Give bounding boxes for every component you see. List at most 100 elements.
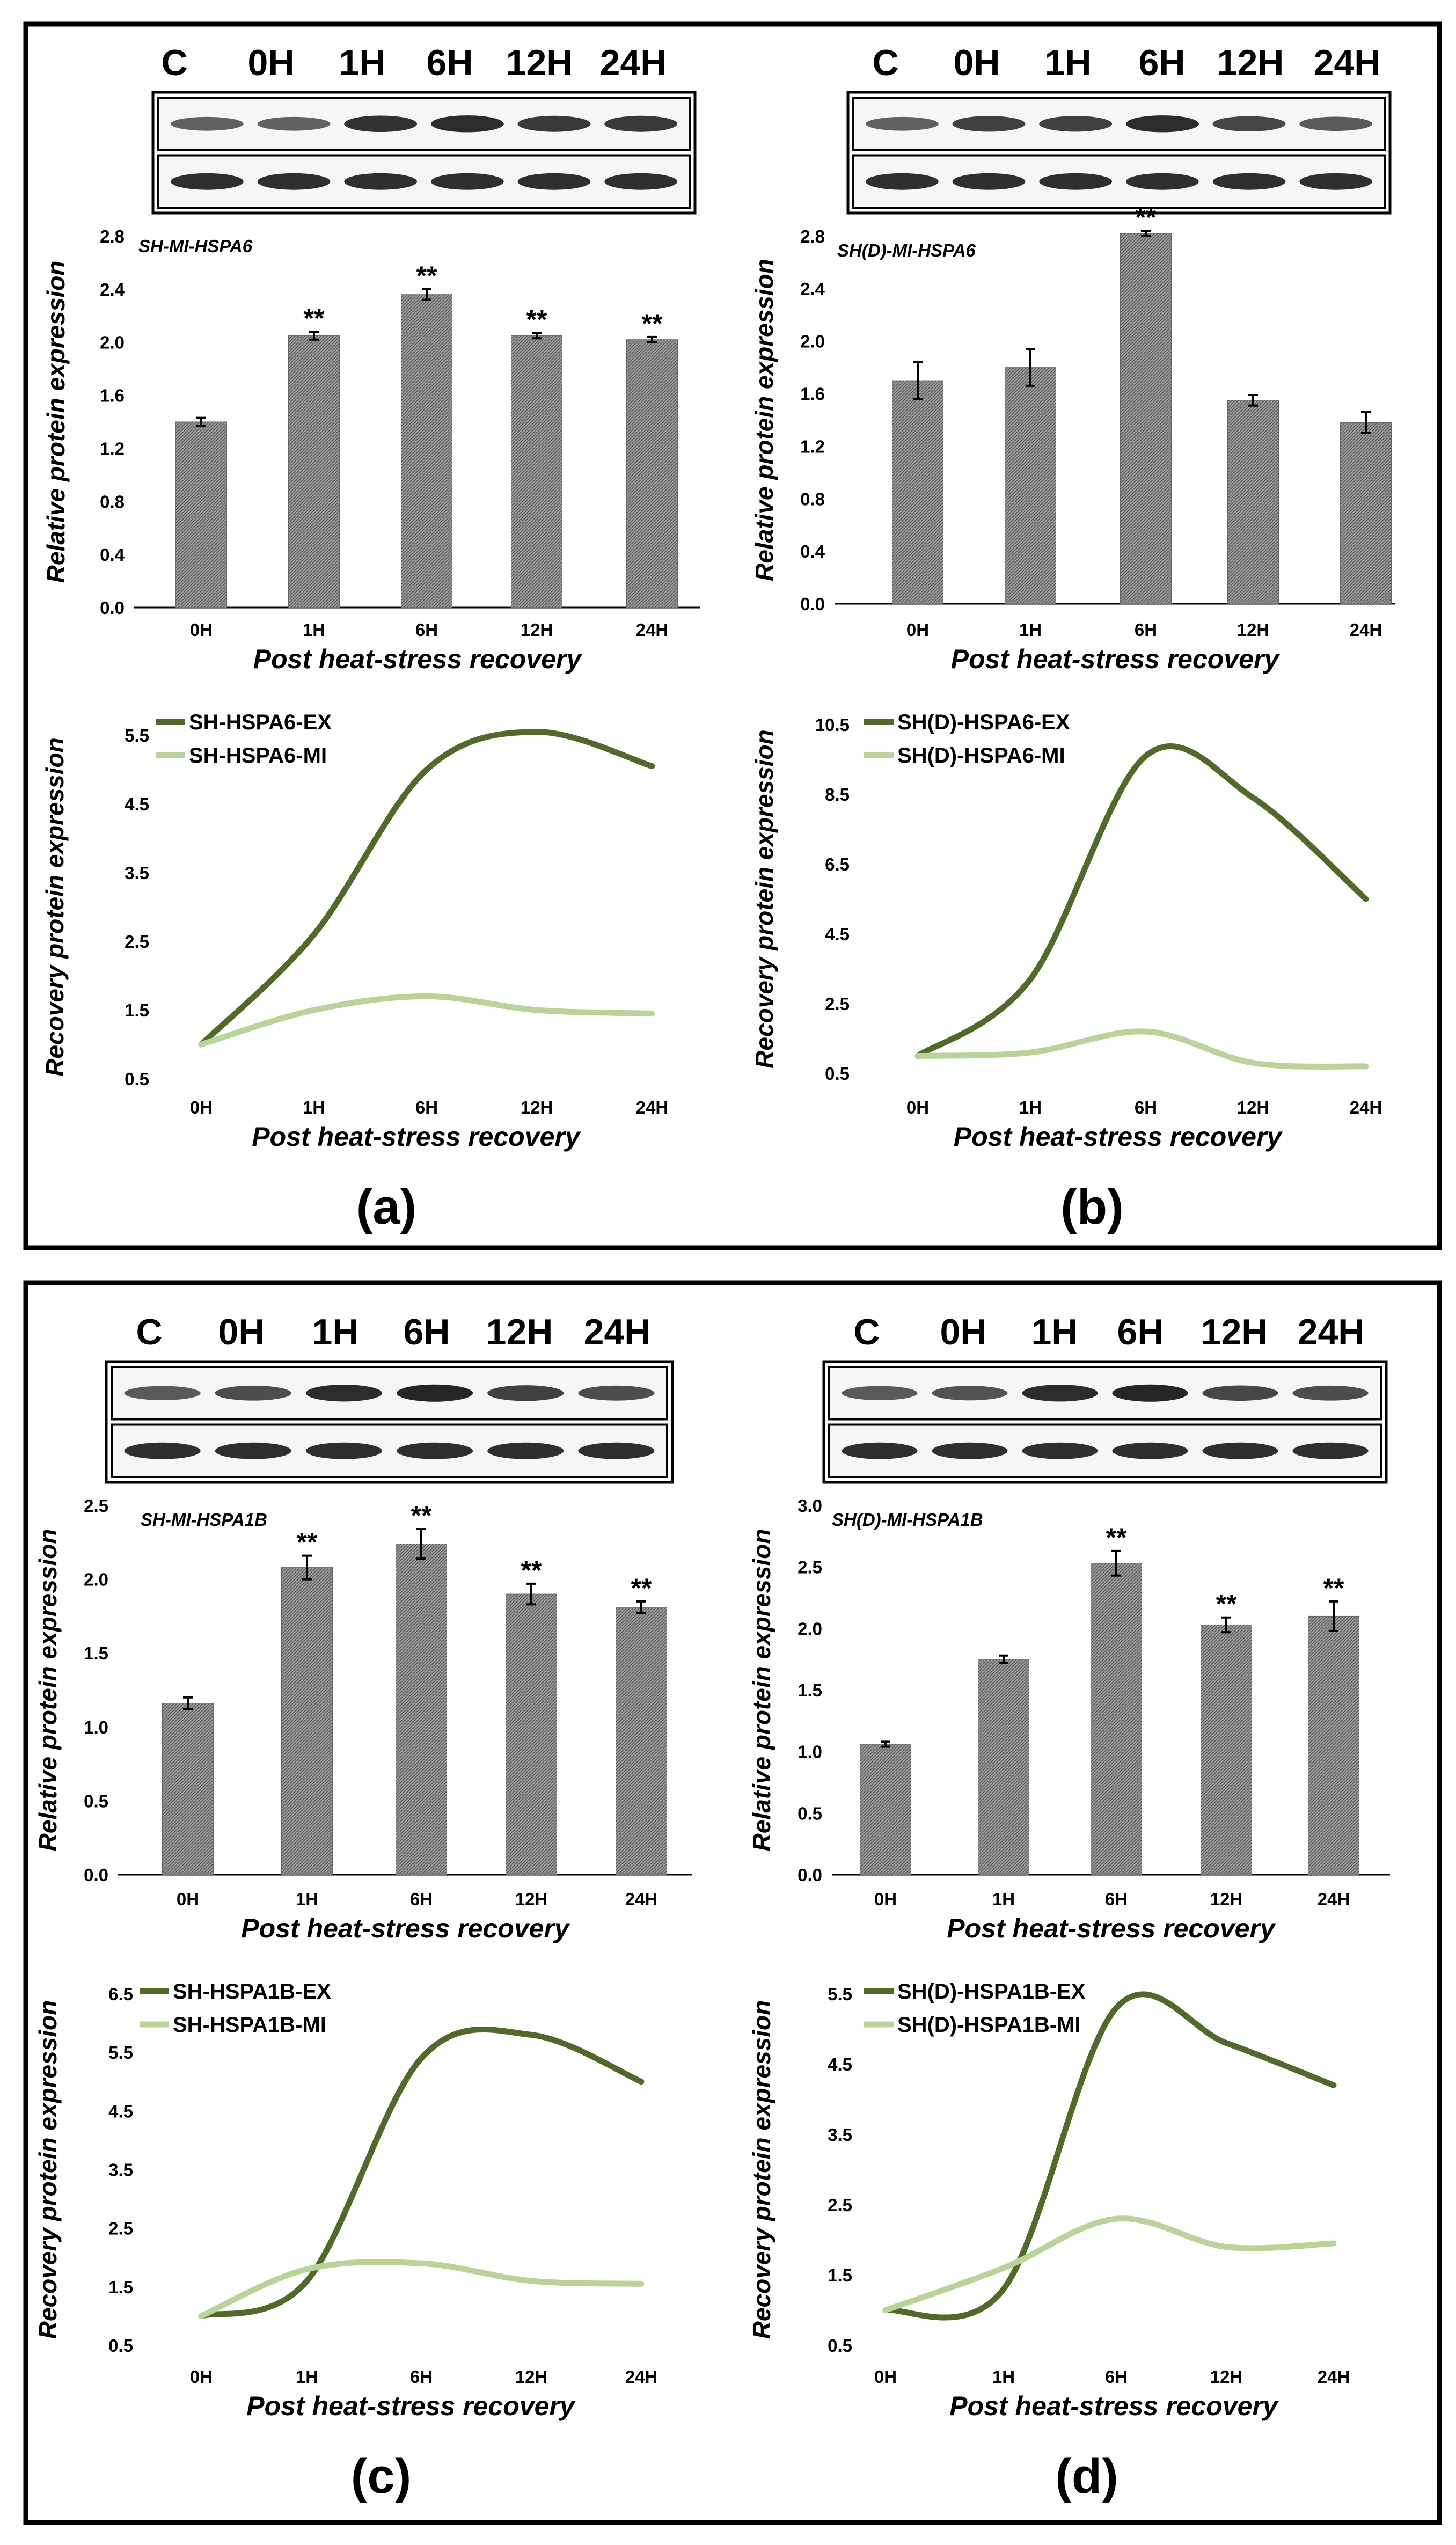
x-tick-label: 0H (190, 1098, 213, 1117)
blot-strip-1 (828, 1366, 1382, 1421)
lane-label: 6H (404, 1312, 450, 1352)
lane-label: 1H (1031, 1312, 1078, 1352)
significance-24H: ** (631, 1573, 652, 1603)
x-tick-label: 0H (906, 1098, 929, 1117)
y-tick-label: 0.0 (84, 1865, 108, 1885)
blot-band (604, 115, 678, 132)
x-tick-label: 12H (1210, 1889, 1243, 1909)
y-tick-label: 1.0 (84, 1717, 108, 1737)
bar-chart-2: 0.0 0.5 1.0 1.5 2.0 2.5 0H ** 1H ** 6H ** 12H ** 24H SH… (34, 1496, 692, 1943)
x-tick-label: 0H (190, 2367, 213, 2387)
blot-strip-2 (828, 1423, 1382, 1478)
y-tick-label: 3.0 (797, 1496, 822, 1516)
significance-6H: ** (411, 1501, 432, 1531)
blot-band (842, 1442, 918, 1459)
blot-band (842, 1386, 918, 1400)
lane-label: 1H (1045, 42, 1092, 83)
y-tick-label: 1.5 (84, 1643, 108, 1663)
line-y-label: Recovery protein expression (750, 729, 778, 1068)
y-tick-label: 0.0 (100, 598, 125, 618)
y-tick-label: 1.6 (800, 384, 825, 404)
blot-outer-frame (151, 91, 697, 215)
y-tick-label: 0.5 (108, 2336, 133, 2356)
line-x-label: Post heat-stress recovery (246, 2391, 576, 2421)
lane-label: C (853, 1312, 880, 1352)
y-tick-label: 4.5 (825, 924, 850, 944)
line-x-label: Post heat-stress recovery (954, 1122, 1283, 1152)
blot-band (170, 116, 244, 131)
y-tick-label: 0.5 (797, 1803, 822, 1823)
blot-band (1212, 116, 1286, 131)
y-tick-label: 2.0 (797, 1619, 822, 1639)
blot-band (1022, 1442, 1098, 1459)
lane-label: C (136, 1312, 162, 1352)
x-tick-label: 1H (296, 1889, 318, 1909)
blot-band (932, 1442, 1008, 1459)
blot-band (257, 116, 331, 131)
blot-band (430, 173, 504, 190)
blot-band (257, 173, 331, 190)
blot-band (865, 116, 939, 131)
y-tick-label: 1.5 (797, 1680, 822, 1700)
blot-band (1202, 1385, 1278, 1401)
x-tick-label: 12H (1237, 620, 1270, 640)
x-tick-label: 6H (1105, 2367, 1128, 2387)
blot-band (1125, 173, 1199, 190)
x-tick-label: 1H (1019, 620, 1042, 640)
bar-24H (1340, 422, 1392, 604)
blot-band (305, 1385, 382, 1402)
y-tick-label: 0.5 (125, 1069, 149, 1089)
lane-label: 24H (584, 1312, 651, 1352)
x-tick-label: 6H (410, 2367, 433, 2387)
y-tick-label: 3.5 (108, 2160, 133, 2180)
y-tick-label: 8.5 (825, 785, 850, 805)
blot-band (1292, 1442, 1369, 1459)
lane-label: 12H (1201, 1312, 1268, 1352)
bar-x-label: Post heat-stress recovery (947, 1913, 1276, 1943)
blot-strip-1 (111, 1366, 668, 1421)
bar-x-label: Post heat-stress recovery (241, 1913, 570, 1943)
x-tick-label: 0H (177, 1889, 199, 1909)
x-tick-label: 12H (1237, 1098, 1270, 1117)
blot-outer-frame (846, 91, 1392, 215)
significance-6H: ** (1136, 202, 1157, 232)
y-tick-label: 5.5 (108, 2043, 133, 2063)
bar-chart-title: SH-MI-HSPA1B (141, 1510, 267, 1530)
bar-chart-title: SH-MI-HSPA6 (138, 236, 253, 256)
x-tick-label: 24H (636, 1098, 669, 1117)
lane-label: 0H (940, 1312, 987, 1352)
y-tick-label: 6.5 (825, 854, 850, 874)
lane-label: 12H (486, 1312, 553, 1352)
y-tick-label: 4.5 (125, 794, 149, 814)
legend-label: SH(D)-HSPA6-MI (897, 744, 1065, 767)
blot-band (124, 1442, 201, 1459)
western-blot-1: C 0H 1H 6H 12H 24H (846, 42, 1392, 215)
blot-band (305, 1442, 382, 1459)
blot-band (1299, 173, 1373, 190)
series-line-SH-HSPA1B-EX (198, 2026, 645, 2319)
bar-6H (401, 294, 452, 608)
x-tick-label: 24H (1318, 1889, 1350, 1909)
panel-label: (d) (1055, 2449, 1118, 2504)
series-line-SH(D)-HSPA6-EX (914, 743, 1369, 1059)
x-tick-label: 0H (190, 620, 213, 640)
bar-6H (1120, 233, 1172, 604)
blot-strip-2 (157, 154, 691, 209)
western-blot-2: C 0H 1H 6H 12H 24H (105, 1312, 674, 1484)
blot-band (170, 173, 244, 190)
blot-band (1039, 173, 1113, 190)
panel-label: (a) (356, 1180, 416, 1234)
x-tick-label: 12H (515, 1889, 548, 1909)
legend-label: SH-HSPA6-EX (189, 711, 332, 734)
series-line-SH(D)-HSPA6-MI (914, 1028, 1369, 1070)
series-line-SH(D)-HSPA1B-EX (882, 1991, 1337, 2321)
x-tick-label: 6H (1135, 620, 1157, 640)
y-tick-label: 2.5 (125, 932, 149, 952)
series-line-SH-HSPA6-MI (198, 993, 655, 1048)
y-tick-label: 2.0 (100, 333, 125, 353)
y-tick-label: 2.4 (800, 279, 825, 299)
x-tick-label: 12H (515, 2367, 548, 2387)
x-tick-label: 12H (521, 620, 553, 640)
line-chart-2: 0.5 1.5 2.5 3.5 4.5 5.5 6.5 0H 1H 6H 12H 24H SH-HSPA… (34, 1980, 657, 2421)
y-tick-label: 0.0 (797, 1865, 822, 1885)
